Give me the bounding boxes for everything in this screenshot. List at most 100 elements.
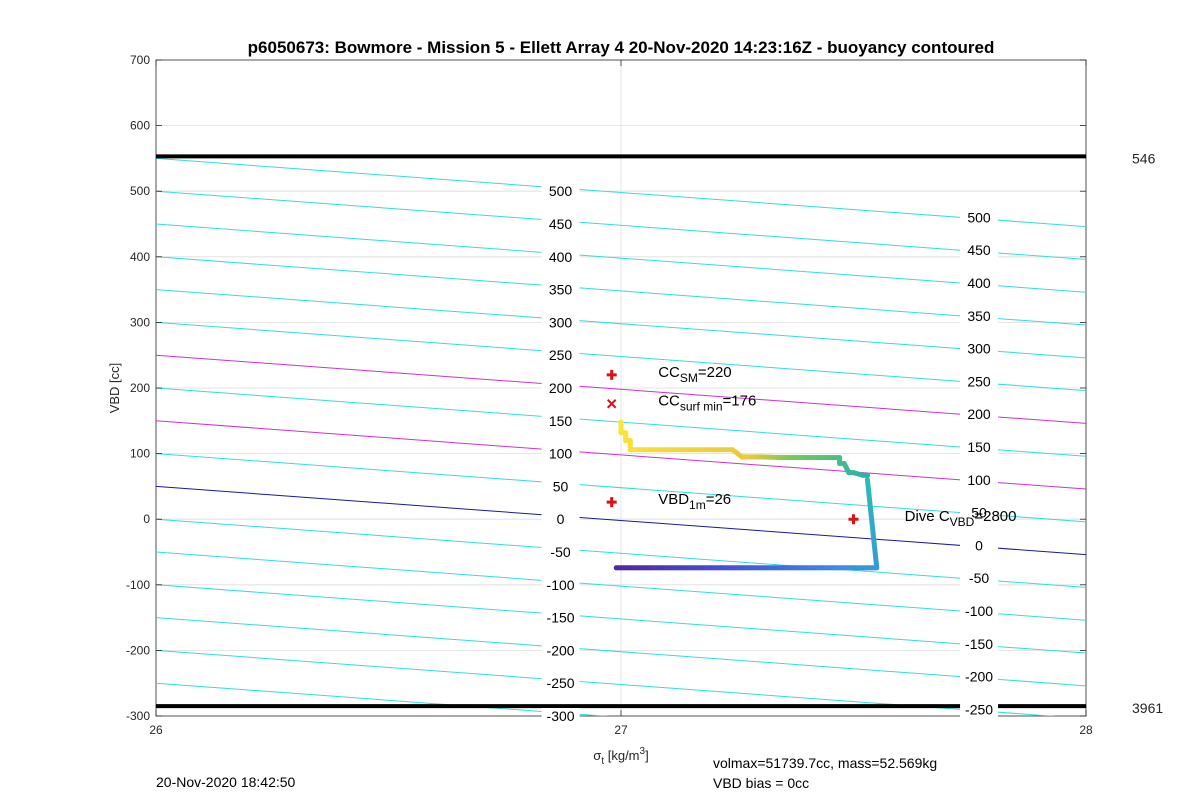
contour-line (156, 223, 1086, 293)
x-axis-label: σt [kg/m3] (593, 746, 648, 767)
contour-label: 350 (549, 282, 573, 298)
contour-label: -200 (965, 669, 993, 685)
contour-label-bg (960, 701, 999, 718)
contour-line (156, 584, 1086, 654)
contour-label-bg (960, 668, 999, 685)
contour-label-bg (960, 340, 999, 357)
contour-label-bg (541, 708, 580, 724)
contour-line (156, 518, 1086, 588)
contour-label-bg (960, 603, 999, 620)
annotation: CCSM=220 (658, 364, 731, 385)
contour-label: 200 (549, 380, 573, 396)
contour-line (156, 256, 1086, 326)
footer-vbd-bias: VBD bias = 0cc (713, 775, 809, 791)
contour-label-bg (960, 439, 999, 456)
cross-marker (606, 399, 617, 409)
contour-label: 0 (557, 511, 565, 527)
contour-label: 400 (549, 249, 573, 265)
contour-label-bg (541, 183, 580, 200)
contour-label-bg (541, 609, 580, 626)
contour-label-bg (541, 478, 580, 495)
contour-label-bg (541, 544, 580, 560)
contour-label-bg (541, 511, 580, 528)
contour-label: -250 (547, 675, 575, 691)
markers (606, 369, 859, 525)
limit-label: 546 (1132, 150, 1156, 166)
vbd-limit-lines: 546 3961 (156, 150, 1163, 716)
contour-label-bg (541, 216, 580, 232)
y-tick-label: -100 (126, 578, 150, 592)
contour-line (156, 420, 1086, 490)
chart-title: p6050673: Bowmore - Mission 5 - Ellett A… (248, 38, 995, 57)
contour-label: 150 (967, 439, 991, 455)
contour-label: -50 (969, 570, 989, 586)
contour-label: 50 (553, 478, 569, 494)
contour-line (156, 485, 1086, 556)
footer-volmax-mass: volmax=51739.7cc, mass=52.569kg (713, 755, 937, 771)
annotation: Dive CVBD=2800 (905, 508, 1017, 529)
y-tick-label: 300 (130, 315, 150, 329)
contour-line (156, 289, 1086, 359)
contour-label-bg (960, 504, 999, 521)
y-tick-label: -300 (126, 709, 150, 723)
annotations: CCSM=220 CCsurf min=176 VBD1m=26 Dive CVBD=… (658, 364, 1016, 529)
contour-label: 0 (975, 537, 983, 553)
x-tick-label: 27 (614, 723, 628, 737)
contour-label: 500 (549, 183, 573, 199)
contour-label-bg (960, 209, 999, 226)
footer-timestamp: 20-Nov-2020 18:42:50 (156, 774, 296, 790)
annotation: VBD1m=26 (658, 491, 731, 512)
x-tick-label: 26 (149, 723, 163, 737)
plus-marker (848, 514, 859, 525)
contour-label: 200 (967, 406, 991, 422)
trace-point (613, 565, 619, 571)
contour-labels: 500450400350300250200150100500-50-100-15… (541, 183, 999, 724)
x-tick-label: 28 (1079, 723, 1093, 737)
contour-label-bg (960, 242, 999, 259)
contour-label-bg (960, 275, 999, 292)
contour-label: 300 (549, 314, 573, 330)
contour-line (156, 551, 1086, 621)
y-tick-label: -200 (126, 643, 150, 657)
x-axis-label-unit: [kg/m (604, 748, 639, 763)
y-tick-label: 200 (130, 381, 150, 395)
y-tick-label: 400 (130, 250, 150, 264)
contour-label: 400 (967, 275, 991, 291)
grid-lines (156, 60, 1086, 716)
plus-marker (606, 497, 617, 508)
contour-line (156, 617, 1086, 687)
contour-label: 50 (971, 505, 987, 521)
contour-label-bg (541, 576, 580, 593)
limit-label: 3961 (1132, 700, 1163, 716)
contour-label-bg (541, 248, 580, 265)
contour-label-bg (960, 373, 999, 390)
y-tick-label: 500 (130, 184, 150, 198)
annotation: CCsurf min=176 (658, 393, 756, 414)
y-axis-label: VBD [cc] (107, 363, 122, 414)
contour-line (156, 354, 1086, 424)
contour-label: -100 (547, 577, 575, 593)
contour-label-bg (541, 412, 580, 429)
contour-label: -200 (547, 642, 575, 658)
contour-label: -150 (547, 610, 575, 626)
contour-line (156, 190, 1086, 260)
contour-label-bg (541, 445, 580, 462)
y-tick-label: 700 (130, 53, 150, 67)
plus-marker (606, 369, 617, 380)
contour-label: -50 (550, 544, 570, 560)
contour-label: 250 (967, 373, 991, 389)
y-tick-label: 0 (143, 512, 150, 526)
contour-label-bg (541, 380, 580, 396)
contour-label: 100 (967, 472, 991, 488)
contour-label: -100 (965, 603, 993, 619)
contour-label-bg (960, 570, 999, 587)
y-tick-label: 100 (130, 447, 150, 461)
contour-line (156, 453, 1086, 523)
contour-label: 150 (549, 413, 573, 429)
dive-traces (613, 419, 880, 571)
contour-label: -300 (547, 708, 575, 724)
contour-label: 100 (549, 446, 573, 462)
trace-point (864, 472, 871, 478)
